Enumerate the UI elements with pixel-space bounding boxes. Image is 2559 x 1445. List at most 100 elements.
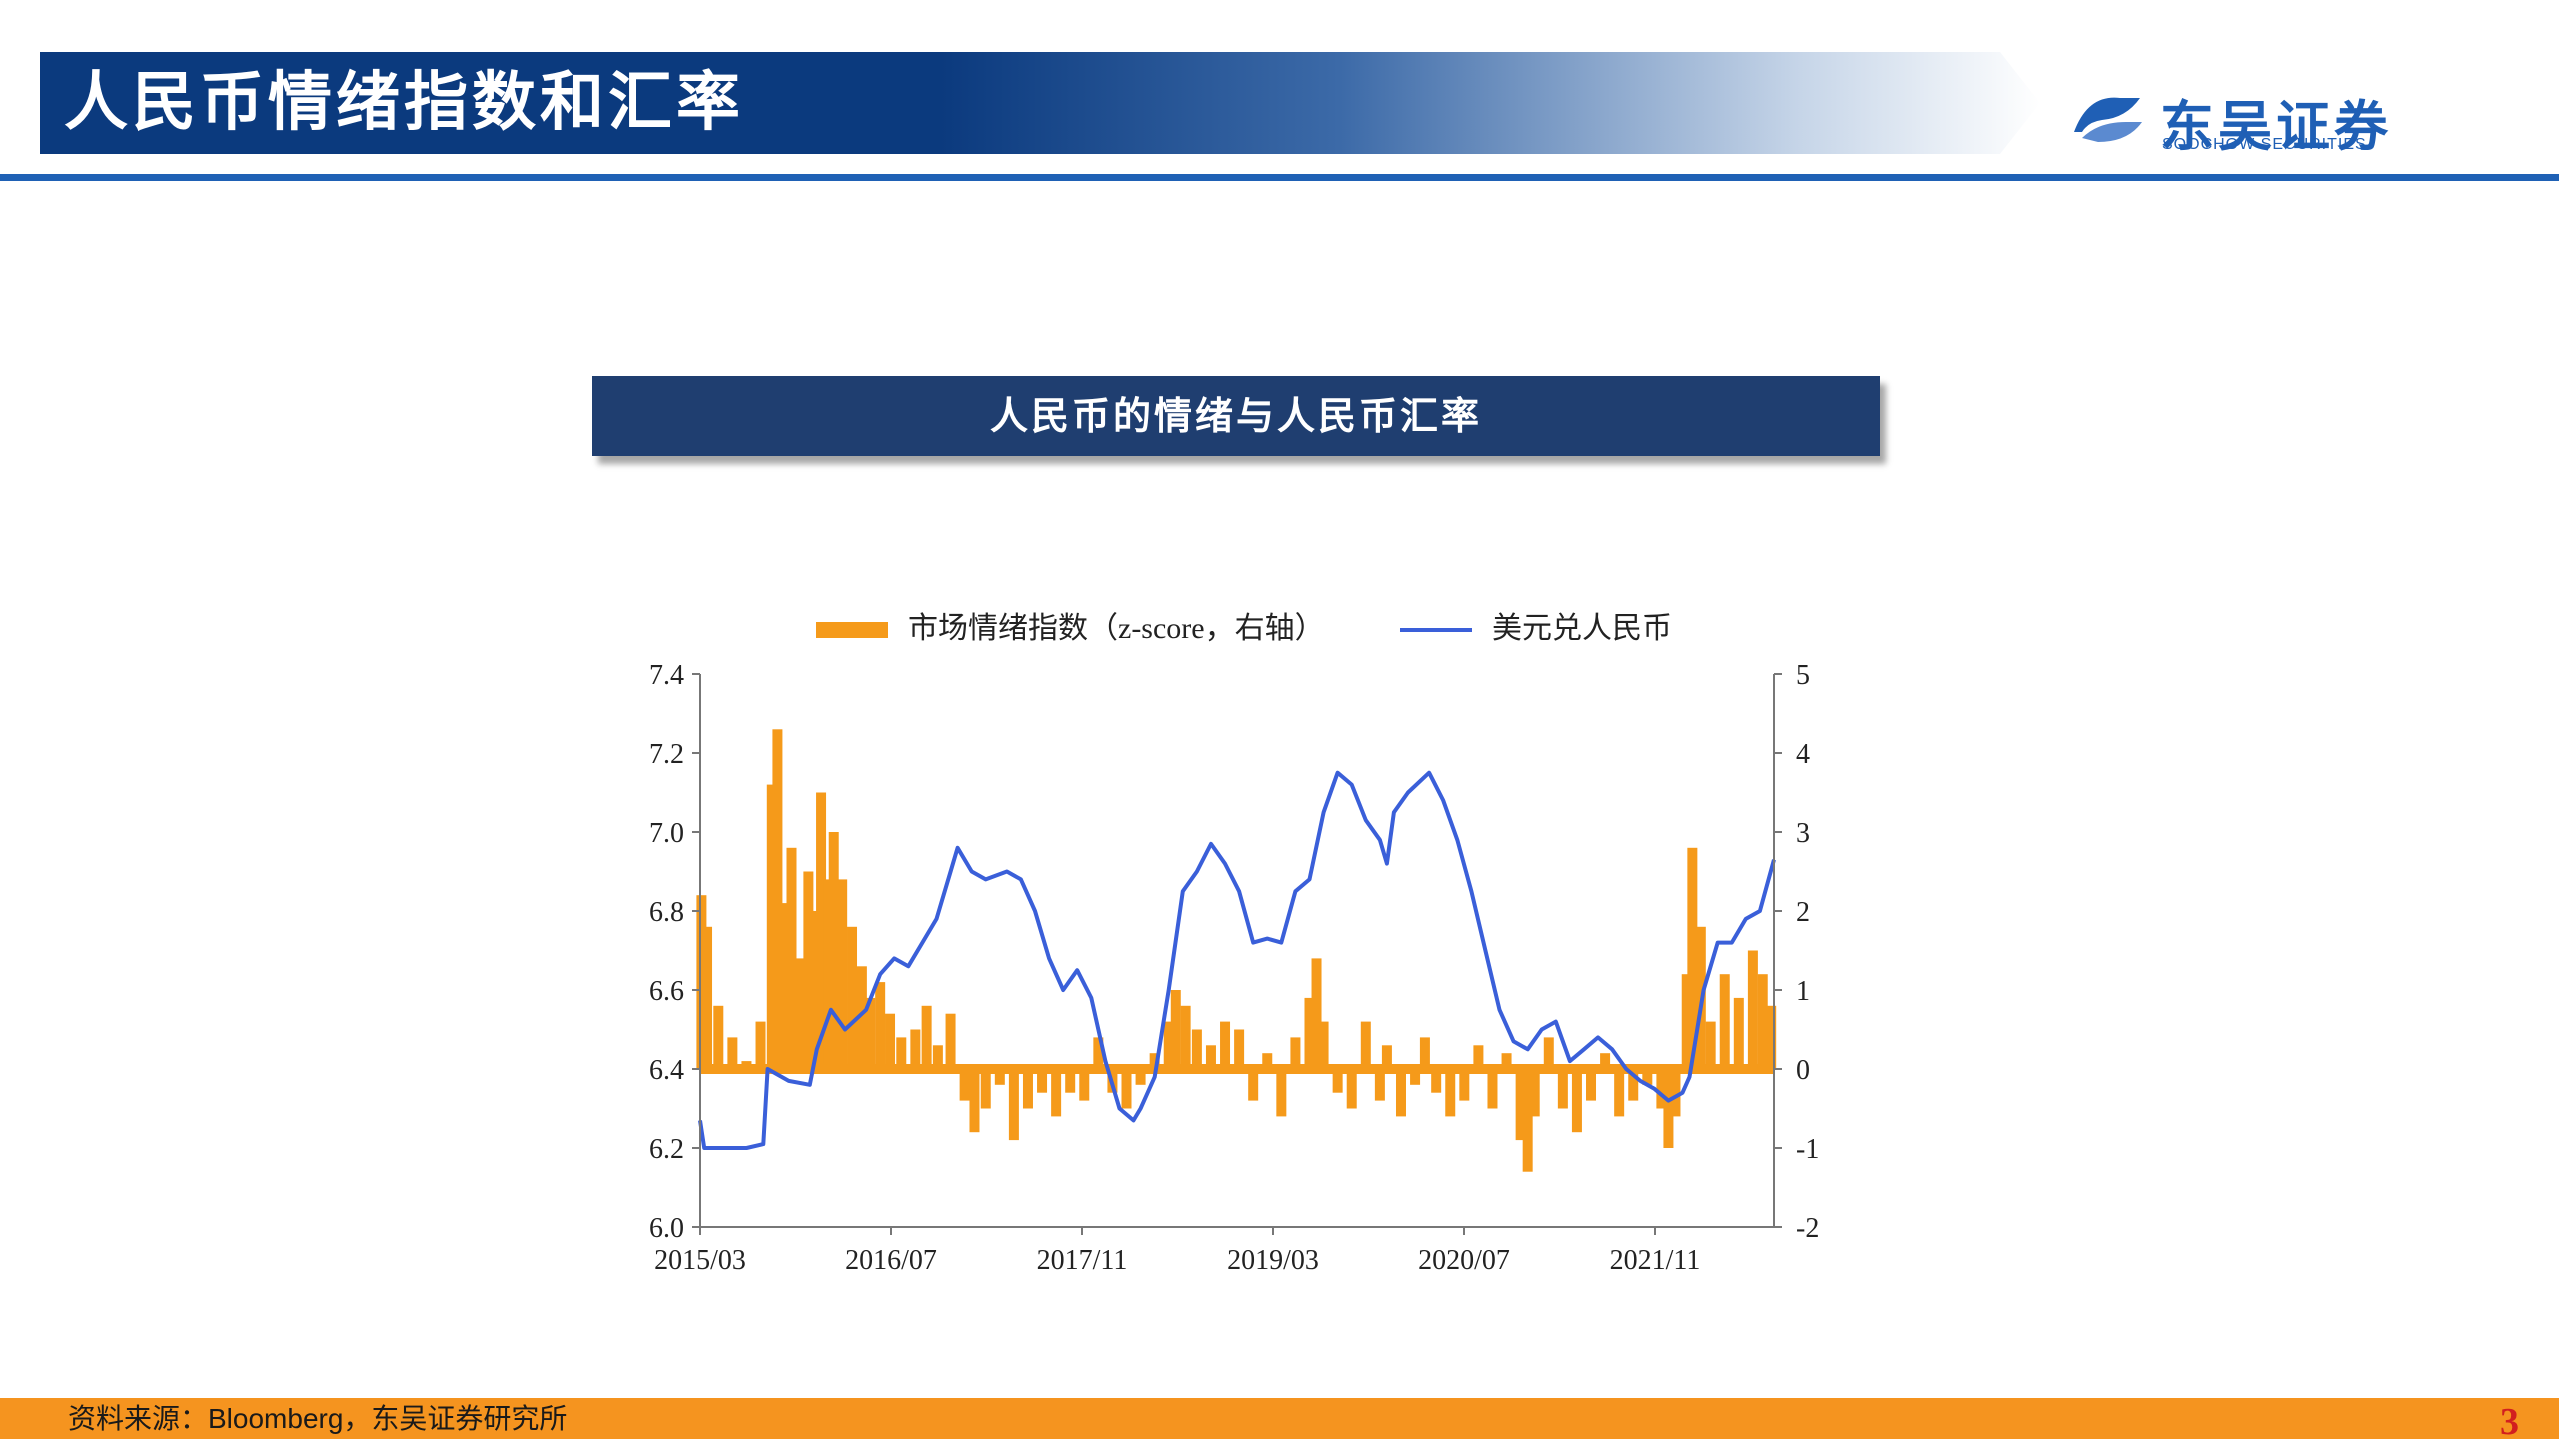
sentiment-bar [945, 1013, 956, 1069]
sentiment-bar [1663, 1069, 1674, 1148]
sentiment-bar [1180, 1005, 1191, 1069]
header-divider [0, 174, 2559, 181]
sentiment-bar [980, 1069, 991, 1109]
sentiment-bar [1360, 1021, 1371, 1069]
sentiment-bar [885, 1013, 896, 1069]
chart-title-bar: 人民币的情绪与人民币汇率 [592, 376, 1880, 456]
sentiment-bar [1276, 1069, 1287, 1117]
sentiment-bar [1135, 1069, 1146, 1085]
logo-cn-text: 东吴证券 [2160, 95, 2392, 158]
sentiment-bar [1543, 1037, 1554, 1069]
page-title: 人民币情绪指数和汇率 [64, 65, 744, 140]
left-tick-label: 6.4 [649, 1055, 684, 1086]
sentiment-bar [823, 879, 834, 1069]
sentiment-fx-chart: 7.4 7.2 7.0 6.8 6.6 6.4 6.2 6.0 5 4 3 2 1 0 -1 -2 2015/0… [649, 660, 1819, 1276]
sentiment-bar [1670, 1069, 1681, 1117]
sentiment-bar [696, 895, 707, 1069]
sentiment-bar [755, 1021, 766, 1069]
sentiment-bar [816, 792, 827, 1069]
sentiment-bar [1022, 1069, 1033, 1109]
sentiment-bar [1687, 847, 1698, 1069]
sentiment-bar [1163, 1021, 1174, 1069]
sentiment-bar [1459, 1069, 1470, 1101]
legend-swatch-blue [1400, 628, 1472, 632]
sentiment-bar [1501, 1053, 1512, 1069]
sentiment-bar [837, 879, 848, 1069]
company-logo: 东吴证券 SOOCHOW SECURITIES [2068, 82, 2428, 158]
sentiment-bar [1332, 1069, 1343, 1093]
right-tick-label: 3 [1796, 818, 1810, 849]
footer-source: 资料来源：Bloomberg，东吴证券研究所 [68, 1403, 568, 1434]
legend-swatch-orange [816, 622, 888, 638]
header-bar [40, 52, 2040, 154]
left-tick-label: 6.8 [649, 897, 684, 928]
sentiment-bar [994, 1069, 1005, 1085]
sentiment-bar [865, 997, 876, 1069]
sentiment-bar [1311, 958, 1322, 1069]
sentiment-bar [959, 1069, 970, 1101]
x-tick-label: 2021/11 [1610, 1245, 1701, 1276]
sentiment-bar [1628, 1069, 1639, 1101]
sentiment-bar [1522, 1069, 1533, 1172]
sentiment-bar [1374, 1069, 1385, 1101]
page-number: 3 [2500, 1401, 2519, 1443]
right-tick-label: -1 [1796, 1134, 1819, 1165]
sentiment-bar [910, 1029, 921, 1069]
sentiment-bar [1419, 1037, 1430, 1069]
sentiment-bar [896, 1037, 907, 1069]
x-tick-label: 2019/03 [1227, 1245, 1319, 1276]
sentiment-bar [1248, 1069, 1259, 1101]
fx-line-series [698, 770, 1776, 1150]
sentiment-bar [1304, 997, 1315, 1069]
sentiment-bar [847, 926, 858, 1069]
sentiment-bar [1445, 1069, 1456, 1117]
x-tick-label: 2016/07 [845, 1245, 937, 1276]
right-tick-label: 2 [1796, 897, 1810, 928]
x-tick-label: 2020/07 [1418, 1245, 1510, 1276]
sentiment-bar [932, 1045, 943, 1069]
soochow-logo-icon [2074, 97, 2142, 142]
chart-legend: 市场情绪指数（z-score，右轴） 美元兑人民币 [800, 604, 1700, 654]
left-tick-label: 6.0 [649, 1213, 684, 1244]
right-tick-label: 4 [1796, 739, 1810, 770]
sentiment-bar [794, 958, 805, 1069]
sentiment-bar [1079, 1069, 1090, 1101]
axis-ticks: 7.4 7.2 7.0 6.8 6.6 6.4 6.2 6.0 5 4 3 2 1 0 -1 -2 2015/0… [649, 660, 1819, 1276]
sentiment-bar [1766, 1005, 1777, 1069]
sentiment-bar [1121, 1069, 1132, 1109]
right-tick-label: 1 [1796, 976, 1810, 1007]
sentiment-bar [803, 871, 814, 1069]
sentiment-bar [1600, 1053, 1611, 1069]
sentiment-bar [1586, 1069, 1597, 1101]
sentiment-bar [1037, 1069, 1048, 1093]
sentiment-bar [1571, 1069, 1582, 1133]
sentiment-bars [696, 729, 1777, 1172]
sentiment-bar [702, 926, 713, 1069]
sentiment-bar [1051, 1069, 1062, 1117]
right-tick-label: 0 [1796, 1055, 1810, 1086]
sentiment-bar [828, 832, 839, 1069]
left-tick-label: 6.2 [649, 1134, 684, 1165]
sentiment-bar [1262, 1053, 1273, 1069]
sentiment-bar [766, 784, 777, 1069]
sentiment-bar [1290, 1037, 1301, 1069]
sentiment-bar [778, 903, 789, 1069]
sentiment-bar [875, 982, 886, 1069]
footer-bar [0, 1398, 2559, 1439]
sentiment-bar [809, 911, 820, 1069]
sentiment-bar [772, 729, 783, 1069]
x-tick-label: 2015/03 [654, 1245, 746, 1276]
left-tick-label: 6.6 [649, 976, 684, 1007]
sentiment-bar [1149, 1053, 1160, 1069]
sentiment-bar [1220, 1021, 1231, 1069]
sentiment-bar [1705, 1021, 1716, 1069]
sentiment-bar [1093, 1037, 1104, 1069]
left-tick-label: 7.0 [649, 818, 684, 849]
sentiment-bar [1234, 1029, 1245, 1069]
sentiment-bar [1205, 1045, 1216, 1069]
left-tick-label: 7.4 [649, 660, 684, 691]
sentiment-bar [713, 1005, 724, 1069]
sentiment-bar [1065, 1069, 1076, 1093]
legend-label-sentiment: 市场情绪指数（z-score，右轴） [908, 612, 1325, 645]
sentiment-bar [1733, 997, 1744, 1069]
